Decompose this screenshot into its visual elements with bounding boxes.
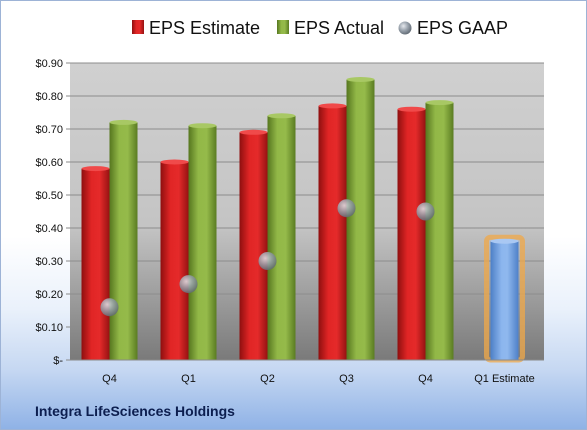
y-tick-label: $0.70 xyxy=(35,124,63,136)
y-tick-label: $0.30 xyxy=(35,256,63,268)
y-tick-label: $0.90 xyxy=(35,58,63,70)
bar-top-cap xyxy=(397,106,426,112)
bar-eps-estimate xyxy=(318,105,347,361)
x-tick-label: Q3 xyxy=(339,373,354,385)
bar-top-cap xyxy=(346,77,375,82)
bar-eps-actual xyxy=(188,125,217,360)
y-tick-label: $0.20 xyxy=(35,289,63,301)
company-name: Integra LifeSciences Holdings xyxy=(35,403,235,419)
bar-top-cap xyxy=(109,119,138,125)
bars xyxy=(81,77,525,363)
bar-eps-actual xyxy=(267,115,296,360)
bar-eps-estimate xyxy=(160,162,189,360)
marker-eps-gaap xyxy=(100,298,119,317)
legend-swatch-eps-actual xyxy=(277,20,289,34)
marker-eps-gaap xyxy=(416,202,435,221)
bar-top-cap xyxy=(318,103,347,109)
y-tick-label: $0.50 xyxy=(35,190,63,202)
marker-eps-gaap xyxy=(337,199,356,218)
bar-top-cap xyxy=(188,123,217,129)
bar-top-cap xyxy=(239,129,268,135)
marker-eps-gaap xyxy=(179,275,198,294)
x-tick-label: Q4 xyxy=(418,373,433,385)
bar-q1-estimate xyxy=(490,241,519,360)
y-tick-label: $0.80 xyxy=(35,91,63,103)
x-tick-label: Q1 xyxy=(181,373,196,385)
bar-eps-actual xyxy=(109,122,138,361)
marker-eps-gaap xyxy=(258,252,277,270)
bar-eps-estimate xyxy=(239,132,268,360)
bar-eps-actual xyxy=(346,79,375,360)
legend-label-eps-actual: EPS Actual xyxy=(294,18,384,38)
bar-top-cap xyxy=(490,238,519,244)
y-tick-label: $0.10 xyxy=(35,322,63,334)
legend: EPS Estimate EPS Actual EPS GAAP xyxy=(132,18,508,38)
y-tick-label: $- xyxy=(53,355,63,367)
y-tick-label: $0.40 xyxy=(35,223,63,235)
y-axis-ticks: $- $0.10 $0.20 $0.30 $0.40 $0.50 $0.60 $0.70 $0.… xyxy=(35,58,70,367)
legend-label-eps-gaap: EPS GAAP xyxy=(417,18,508,38)
bar-top-cap xyxy=(160,159,189,165)
gaap-markers xyxy=(100,199,435,317)
bar-eps-estimate xyxy=(397,109,426,360)
x-axis-ticks: Q4 Q1 Q2 Q3 Q4 Q1 Estimate xyxy=(102,373,535,385)
legend-swatch-eps-estimate xyxy=(132,20,144,34)
bar-top-cap xyxy=(267,113,296,119)
x-tick-label: Q1 Estimate xyxy=(474,373,535,385)
x-tick-label: Q2 xyxy=(260,373,275,385)
legend-marker-eps-gaap xyxy=(398,21,412,35)
gridlines xyxy=(70,62,544,328)
plot-area xyxy=(70,63,544,360)
bar-eps-estimate xyxy=(81,168,110,360)
bar-eps-actual xyxy=(425,102,454,360)
y-tick-label: $0.60 xyxy=(35,157,63,169)
x-tick-label: Q4 xyxy=(102,373,117,385)
bar-top-cap xyxy=(81,166,110,172)
legend-label-eps-estimate: EPS Estimate xyxy=(149,18,260,38)
bar-top-cap xyxy=(425,100,454,106)
